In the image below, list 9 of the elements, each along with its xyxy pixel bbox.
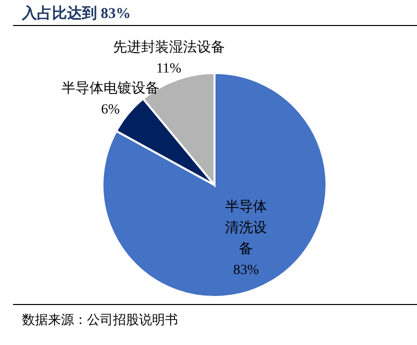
slice-label: 先进封装湿法设备 [112, 39, 225, 56]
data-label: 6% [101, 102, 120, 118]
data-label: 83% [233, 262, 260, 278]
data-label: 11% [156, 61, 182, 76]
pie-slice [102, 72, 328, 298]
slice-label: 半导体清洗设备 [225, 198, 268, 257]
slice-label: 半导体电镀设备 [61, 80, 160, 96]
source-note: 数据来源：公司招股说明书 [22, 311, 178, 329]
chart-title: 入占比达到 83% [22, 4, 131, 23]
